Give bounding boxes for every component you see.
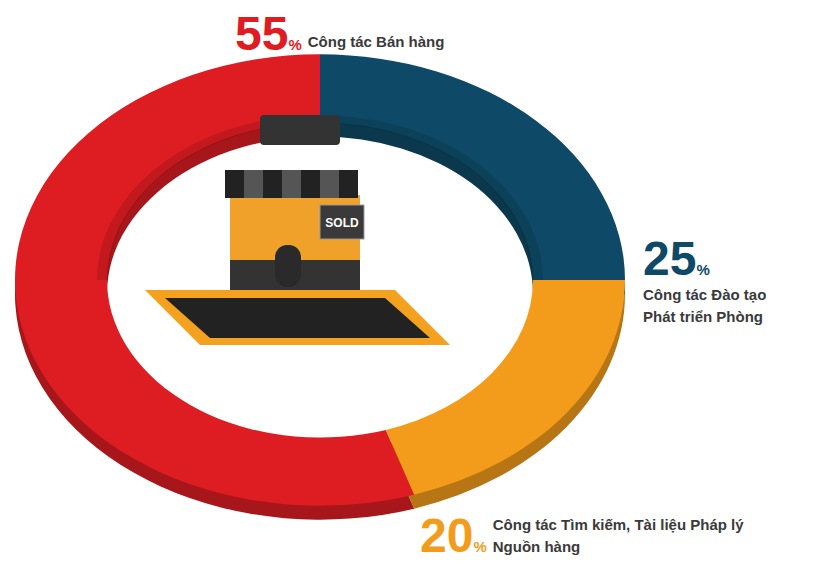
category-label: Công tác Bán hàng: [308, 33, 445, 50]
value-label: 55%: [235, 7, 302, 60]
icon-awning: [263, 170, 282, 198]
icon-top-sign: [260, 115, 340, 145]
icon-awning: [320, 170, 339, 198]
slice: [386, 280, 625, 495]
chart: SOLD 55% Công tác Bán hàng 25%Công tác Đào …: [0, 0, 839, 562]
icon-base: [145, 290, 450, 345]
icon-door: [275, 245, 301, 287]
icon-screen: [165, 298, 430, 338]
value-label: 25%: [643, 232, 710, 285]
icon-sign-text: SOLD: [325, 216, 359, 230]
category-label: Công tác Tìm kiếm, Tài liệu Pháp lýNguồn…: [493, 516, 745, 555]
icon-awning: [244, 170, 263, 198]
icon-awning: [339, 170, 358, 198]
icon-awning: [301, 170, 320, 198]
icon-awning: [225, 170, 244, 198]
shop-icon: SOLD: [145, 115, 450, 345]
icon-awning: [282, 170, 301, 198]
donut: [15, 54, 625, 505]
category-label: Công tác Đào tạoPhát triển Phòng: [643, 286, 766, 325]
icon-sold-plate: [320, 205, 364, 239]
value-label: 20%: [420, 509, 487, 562]
